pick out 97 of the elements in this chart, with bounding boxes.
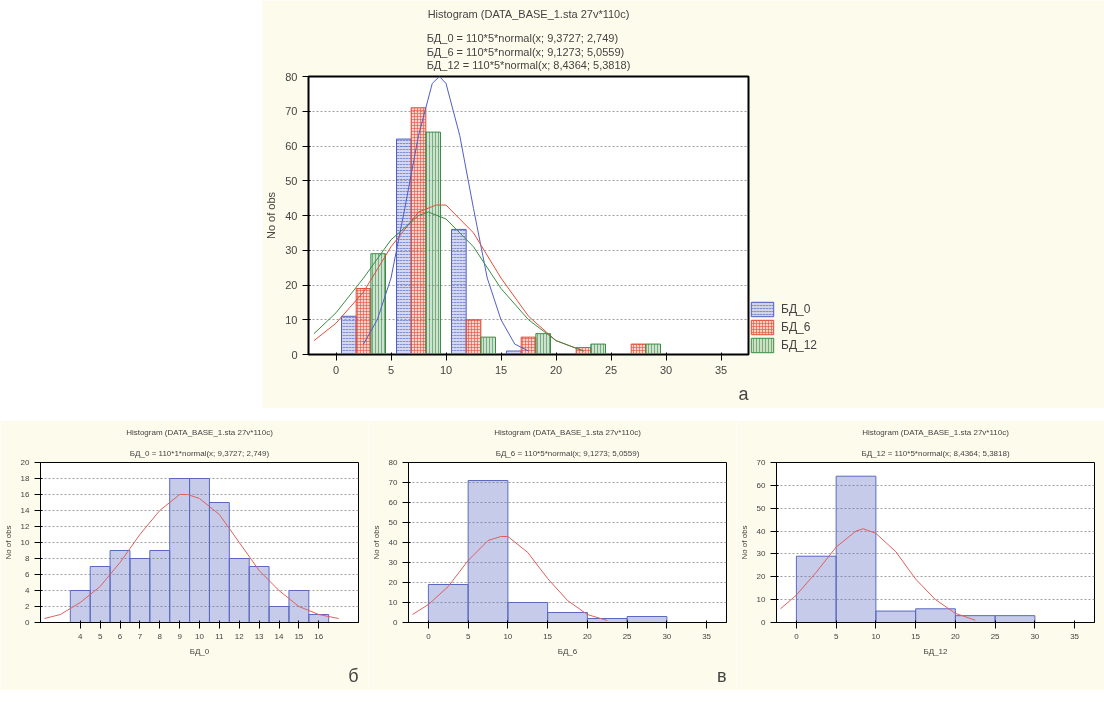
x-tick-label: 10 — [871, 631, 881, 641]
chart-subtitle: БД_0 = 110*1*normal(x; 9,3727; 2,749) — [129, 448, 270, 458]
x-tick-label: 15 — [494, 363, 508, 376]
line-series — [779, 528, 976, 621]
y-tick-label: 12 — [20, 522, 31, 531]
legend-label: БД_12 — [781, 338, 818, 352]
x-tick-label: 8 — [157, 631, 163, 641]
y-tick-label: 30 — [388, 558, 399, 567]
x-tick-label: 20 — [549, 363, 563, 376]
x-tick-label: 15 — [911, 631, 921, 641]
y-tick-label: 60 — [285, 140, 298, 152]
chart-title: Histogram (DATA_BASE_1.sta 27v*110c) — [126, 427, 274, 437]
x-tick-label: 10 — [195, 631, 205, 641]
y-tick-label: 70 — [285, 105, 298, 118]
y-tick-label: 10 — [20, 538, 31, 547]
y-tick-label: 40 — [285, 209, 298, 222]
y-tick-label: 6 — [25, 570, 31, 579]
legend-label: БД_6 — [781, 320, 811, 334]
x-axis-title: БД_12 — [923, 646, 949, 656]
y-tick-label: 10 — [388, 598, 399, 607]
x-tick-label: 30 — [659, 363, 673, 376]
x-tick-label: 10 — [503, 631, 513, 641]
chart-title: Histogram (DATA_BASE_1.sta 27v*110c) — [427, 7, 630, 20]
y-tick-label: 18 — [20, 474, 31, 483]
y-tick-label: 40 — [756, 526, 767, 536]
y-tick-label: 50 — [285, 174, 298, 187]
x-axis-title: БД_6 — [557, 646, 578, 656]
text: в — [716, 665, 727, 686]
chart-title: Histogram (DATA_BASE_1.sta 27v*110c) — [862, 427, 1010, 437]
y-tick-label: 80 — [388, 458, 399, 467]
x-tick-label: 25 — [622, 631, 633, 641]
x-tick-label: 5 — [833, 631, 839, 641]
y-axis-title: No of obs — [371, 525, 381, 560]
x-tick-label: 25 — [604, 363, 618, 376]
y-tick-label: 4 — [25, 586, 31, 595]
y-tick-label: 60 — [756, 480, 767, 490]
x-tick-label: 35 — [1070, 631, 1080, 641]
y-axis-title: No of obs — [265, 191, 278, 240]
x-tick-label: 35 — [714, 363, 728, 376]
y-axis-title: No of obs — [3, 525, 13, 560]
x-tick-label: 20 — [582, 631, 593, 641]
chart-subtitle: БД_0 = 110*5*normal(x; 9,3727; 2,749) БД_6 = 110*5*normal(x; 9,1273; 5,0559) БД_12 = 110*5*normal(x; 8,4364; 5,3818) — [426, 31, 631, 72]
y-tick-label: 80 — [285, 70, 298, 83]
y-tick-label: 0 — [25, 618, 31, 627]
y-tick-label: 30 — [756, 549, 767, 559]
x-tick-label: 25 — [990, 631, 1001, 641]
x-tick-label: 7 — [137, 631, 143, 641]
x-tick-label: 5 — [465, 631, 471, 641]
x-tick-label: 4 — [78, 631, 84, 641]
y-tick-label: 50 — [388, 518, 399, 527]
x-tick-label: 0 — [426, 631, 432, 641]
y-tick-label: 2 — [25, 602, 31, 611]
y-tick-label: 20 — [20, 458, 31, 467]
x-tick-label: 5 — [387, 363, 395, 376]
y-tick-label: 50 — [756, 503, 767, 513]
x-tick-label: 16 — [314, 631, 324, 641]
x-tick-label: 13 — [254, 631, 265, 641]
y-tick-label: 20 — [285, 279, 298, 291]
x-axis-title: БД_0 — [189, 646, 210, 656]
y-axis-title: No of obs — [739, 525, 749, 560]
chart-subtitle: БД_12 = 110*5*normal(x; 8,4364; 5,3818) — [861, 448, 1010, 458]
y-tick-label: 16 — [20, 490, 31, 499]
x-tick-label: 20 — [950, 631, 961, 641]
chart-subtitle: БД_6 = 110*5*normal(x; 9,1273; 5,0559) — [495, 448, 640, 458]
x-tick-label: 30 — [662, 631, 672, 641]
x-tick-label: 15 — [294, 631, 304, 641]
y-tick-label: 0 — [291, 348, 298, 361]
y-tick-label: 30 — [285, 244, 298, 257]
y-tick-label: 70 — [388, 478, 399, 487]
chart-title: Histogram (DATA_BASE_1.sta 27v*110c) — [494, 427, 642, 437]
x-tick-label: 11 — [215, 631, 225, 641]
y-tick-label: 8 — [25, 554, 31, 563]
x-tick-label: 9 — [177, 631, 183, 641]
text: а — [738, 383, 750, 404]
text: б — [348, 665, 359, 686]
x-tick-label: 10 — [439, 363, 453, 376]
x-tick-label: 15 — [543, 631, 553, 641]
x-tick-label: 6 — [117, 631, 123, 641]
legend-label: БД_0 — [781, 302, 811, 316]
y-tick-label: 10 — [756, 595, 767, 605]
y-tick-label: 10 — [285, 313, 298, 326]
x-tick-label: 35 — [702, 631, 712, 641]
line-series — [411, 536, 608, 621]
y-tick-label: 60 — [388, 498, 399, 507]
x-tick-label: 5 — [97, 631, 103, 641]
x-tick-label: 30 — [1030, 631, 1040, 641]
y-tick-label: 40 — [388, 538, 399, 547]
y-tick-label: 0 — [393, 618, 399, 627]
x-tick-label: 0 — [332, 363, 340, 376]
x-tick-label: 0 — [794, 631, 800, 641]
y-tick-label: 14 — [20, 506, 31, 515]
x-tick-label: 14 — [274, 631, 284, 641]
y-tick-label: 20 — [756, 572, 767, 582]
y-tick-label: 70 — [756, 458, 767, 467]
y-tick-label: 0 — [761, 618, 767, 627]
x-tick-label: 12 — [234, 631, 245, 641]
y-tick-label: 20 — [388, 578, 399, 587]
